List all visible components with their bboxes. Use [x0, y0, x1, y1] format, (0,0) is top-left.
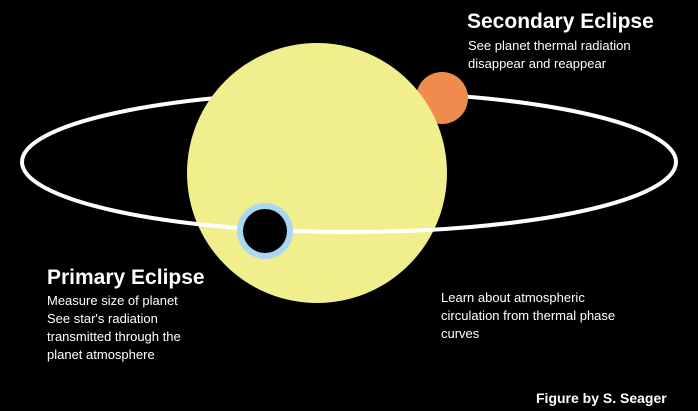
primary-line: See star's radiation [47, 311, 158, 326]
star [187, 43, 447, 303]
phase-line: curves [441, 326, 480, 341]
secondary-line: disappear and reappear [468, 56, 607, 71]
credit: Figure by S. Seager [536, 390, 667, 406]
primary-line: Measure size of planet [47, 293, 178, 308]
planet-primary [243, 209, 287, 253]
phase-line: Learn about atmospheric [441, 290, 585, 305]
diagram: Secondary Eclipse See planet thermal rad… [0, 0, 698, 411]
primary-line: planet atmosphere [47, 347, 155, 362]
secondary-title: Secondary Eclipse [467, 10, 654, 33]
secondary-line: See planet thermal radiation [468, 38, 631, 53]
primary-title: Primary Eclipse [47, 266, 205, 289]
page: Secondary Eclipse See planet thermal rad… [0, 0, 698, 411]
primary-line: transmitted through the [47, 329, 181, 344]
phase-line: circulation from thermal phase [441, 308, 615, 323]
